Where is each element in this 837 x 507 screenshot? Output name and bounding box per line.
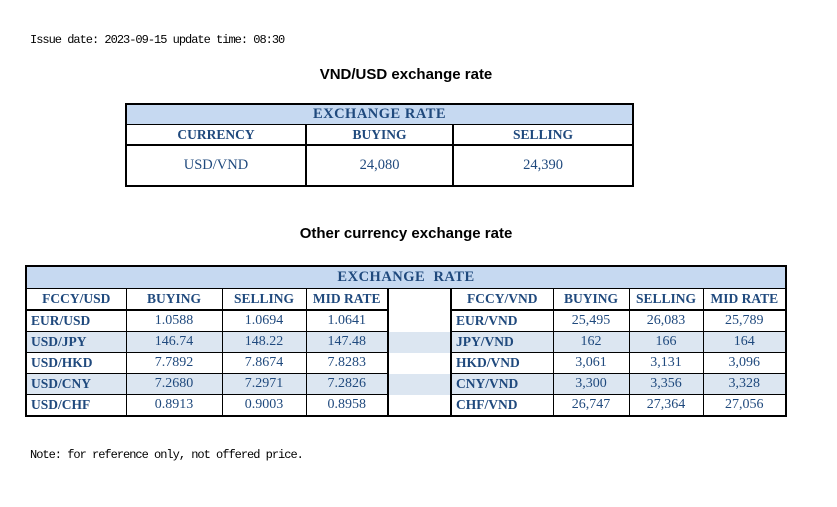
cell-vnd-pair: CHF/VND [450,394,554,417]
cell-usd-pair: USD/CHF [25,394,127,417]
rate-row-hkd: USD/HKD 7.7892 7.8674 7.8283 HKD/VND 3,0… [25,352,787,374]
gap-column-cell [387,373,452,395]
cell-usd-buying: 146.74 [125,331,223,353]
cell-vnd-pair: EUR/VND [450,309,554,332]
gap-column-cell [387,394,452,416]
cell-usd-pair: USD/JPY [25,331,127,353]
header-fccy-usd: FCCY/USD [25,288,127,311]
cell-vnd-pair: CNY/VND [450,373,554,395]
usd-table-title: VND/USD exchange rate [319,66,493,83]
cell-vnd-buying: 162 [552,331,630,353]
gap-column-cell [387,331,452,353]
cell-usd-mid-rate: 0.8958 [305,394,389,417]
gap-column-cell [387,288,452,310]
table-header-row: CURRENCY BUYING SELLING [125,124,634,146]
cell-vnd-selling: 166 [628,331,704,353]
cell-vnd-selling: 3,131 [628,352,704,374]
usd-vnd-exchange-table: EXCHANGE RATE CURRENCY BUYING SELLING US… [125,103,634,187]
header-vnd-selling: SELLING [628,288,704,311]
cell-vnd-buying: 3,061 [552,352,630,374]
rate-row-jpy: USD/JPY 146.74 148.22 147.48 JPY/VND 162… [25,331,787,353]
cell-usd-selling: 7.8674 [221,352,307,374]
cell-vnd-pair: JPY/VND [450,331,554,353]
cell-vnd-mid-rate: 164 [702,331,787,353]
cell-usd-mid-rate: 7.8283 [305,352,389,374]
cell-usd-selling: 148.22 [221,331,307,353]
exchange-rate-banner: EXCHANGE RATE [125,103,634,125]
note-text: Note: for reference only, not offered pr… [30,448,304,462]
cell-usd-mid-rate: 7.2826 [305,373,389,395]
cell-vnd-selling: 27,364 [628,394,704,417]
usd-vnd-rate-row: USD/VND 24,080 24,390 [125,144,634,187]
cell-usd-mid-rate: 1.0641 [305,309,389,332]
issue-date-text: Issue date: 2023-09-15 update time: 08:3… [30,33,285,47]
rate-row-eur: EUR/USD 1.0588 1.0694 1.0641 EUR/VND 25,… [25,309,787,332]
cell-usd-buying: 7.2680 [125,373,223,395]
exchange-rate-banner: EXCHANGE RATE [25,265,787,289]
header-currency: CURRENCY [125,124,307,146]
cell-currency-pair: USD/VND [125,144,307,187]
header-buying: BUYING [305,124,454,146]
rate-row-cny: USD/CNY 7.2680 7.2971 7.2826 CNY/VND 3,3… [25,373,787,395]
cell-usd-selling: 1.0694 [221,309,307,332]
header-vnd-buying: BUYING [552,288,630,311]
cell-selling-rate: 24,390 [452,144,634,187]
header-vnd-mid-rate: MID RATE [702,288,787,311]
cell-usd-pair: USD/HKD [25,352,127,374]
header-fccy-vnd: FCCY/VND [450,288,554,311]
cell-vnd-mid-rate: 3,328 [702,373,787,395]
cell-vnd-selling: 3,356 [628,373,704,395]
other-table-title: Other currency exchange rate [299,225,513,242]
cell-vnd-buying: 26,747 [552,394,630,417]
header-usd-mid-rate: MID RATE [305,288,389,311]
table-banner-row: EXCHANGE RATE [25,265,787,289]
rate-row-chf: USD/CHF 0.8913 0.9003 0.8958 CHF/VND 26,… [25,394,787,417]
cell-vnd-buying: 3,300 [552,373,630,395]
cell-vnd-buying: 25,495 [552,309,630,332]
header-usd-buying: BUYING [125,288,223,311]
cell-usd-buying: 1.0588 [125,309,223,332]
cell-usd-pair: EUR/USD [25,309,127,332]
cell-usd-buying: 7.7892 [125,352,223,374]
cell-vnd-mid-rate: 3,096 [702,352,787,374]
cell-vnd-mid-rate: 27,056 [702,394,787,417]
cell-usd-mid-rate: 147.48 [305,331,389,353]
header-selling: SELLING [452,124,634,146]
gap-column-cell [387,352,452,374]
cell-usd-buying: 0.8913 [125,394,223,417]
other-currency-exchange-table: EXCHANGE RATE FCCY/USD BUYING SELLING MI… [25,265,788,417]
cell-vnd-selling: 26,083 [628,309,704,332]
gap-column-cell [387,310,452,332]
cell-buying-rate: 24,080 [305,144,454,187]
cell-usd-pair: USD/CNY [25,373,127,395]
cell-vnd-mid-rate: 25,789 [702,309,787,332]
cell-usd-selling: 0.9003 [221,394,307,417]
header-usd-selling: SELLING [221,288,307,311]
cell-usd-selling: 7.2971 [221,373,307,395]
cell-vnd-pair: HKD/VND [450,352,554,374]
table-header-row: FCCY/USD BUYING SELLING MID RATE FCCY/VN… [25,288,787,311]
table-banner-row: EXCHANGE RATE [125,103,634,125]
